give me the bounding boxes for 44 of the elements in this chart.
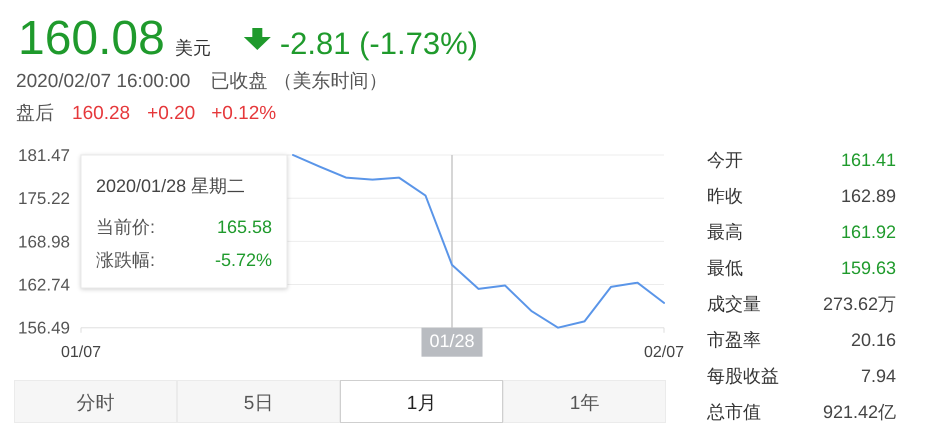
text: 160.08 bbox=[18, 12, 165, 65]
text: 总市值 bbox=[706, 402, 761, 422]
x-tick-label: 02/07 bbox=[644, 344, 684, 361]
y-tick-label: 156.49 bbox=[18, 318, 70, 338]
text: 1月 bbox=[406, 393, 436, 414]
text: 7.94 bbox=[860, 366, 896, 386]
text: 昨收 bbox=[707, 186, 743, 206]
text: 273.62万 bbox=[822, 294, 896, 314]
text: 最低 bbox=[707, 258, 743, 278]
text: +0.20 bbox=[147, 103, 196, 124]
x-tick-label: 01/07 bbox=[60, 344, 102, 361]
y-tick-label: 162.74 bbox=[18, 275, 70, 294]
text: 161.92 bbox=[840, 222, 896, 242]
line-series bbox=[292, 154, 665, 329]
annotation: 2020/01/28 星期二 bbox=[96, 176, 246, 196]
text: （美东时间） bbox=[273, 70, 388, 92]
annotation: 涨跌幅: bbox=[96, 250, 156, 270]
text: 最高 bbox=[707, 222, 743, 242]
text: 921.42亿 bbox=[822, 402, 896, 422]
text: 1年 bbox=[570, 393, 600, 414]
text: 20.16 bbox=[850, 330, 896, 350]
text: 159.63 bbox=[840, 258, 896, 278]
text: 160.28 bbox=[72, 103, 130, 124]
x-tick-label: 01/28 bbox=[429, 331, 475, 351]
text: -2.81 (-1.73%) bbox=[280, 26, 478, 61]
y-tick-label: 168.98 bbox=[18, 232, 70, 252]
annotation: 当前价: bbox=[96, 217, 156, 237]
text: 盘后 bbox=[16, 103, 54, 124]
text: 5日 bbox=[244, 393, 274, 414]
text: 美元 bbox=[174, 38, 211, 58]
text: 成交量 bbox=[707, 294, 761, 314]
y-tick-label: 175.22 bbox=[18, 189, 70, 208]
annotation: 165.58 bbox=[216, 217, 272, 237]
text: 市盈率 bbox=[707, 330, 761, 350]
annotation: -5.72% bbox=[214, 250, 272, 270]
text: 161.41 bbox=[840, 150, 896, 170]
text: 今开 bbox=[707, 150, 743, 170]
text: +0.12% bbox=[211, 103, 276, 124]
text: 已收盘 bbox=[210, 71, 268, 92]
y-tick-label: 181.47 bbox=[18, 146, 70, 165]
text: 每股收益 bbox=[707, 366, 779, 386]
text: 2020/02/07 16:00:00 bbox=[16, 71, 190, 92]
text: 162.89 bbox=[840, 186, 896, 206]
text: 分时 bbox=[76, 393, 114, 414]
